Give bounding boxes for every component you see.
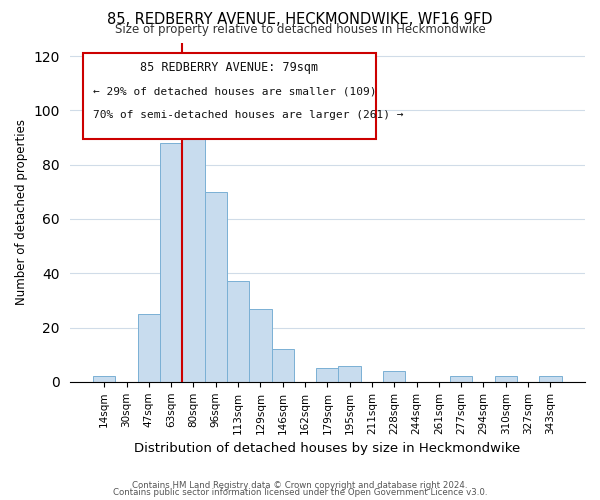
Text: 70% of semi-detached houses are larger (261) →: 70% of semi-detached houses are larger (… <box>93 110 403 120</box>
Bar <box>316 368 338 382</box>
Bar <box>272 349 294 382</box>
Bar <box>539 376 562 382</box>
Bar <box>383 371 406 382</box>
Text: Size of property relative to detached houses in Heckmondwike: Size of property relative to detached ho… <box>115 22 485 36</box>
Text: Contains HM Land Registry data © Crown copyright and database right 2024.: Contains HM Land Registry data © Crown c… <box>132 480 468 490</box>
Bar <box>249 308 272 382</box>
Bar <box>494 376 517 382</box>
Text: ← 29% of detached houses are smaller (109): ← 29% of detached houses are smaller (10… <box>93 86 376 97</box>
FancyBboxPatch shape <box>83 52 376 139</box>
Bar <box>137 314 160 382</box>
Bar <box>182 135 205 382</box>
Bar <box>160 143 182 382</box>
Bar <box>450 376 472 382</box>
Text: 85, REDBERRY AVENUE, HECKMONDWIKE, WF16 9FD: 85, REDBERRY AVENUE, HECKMONDWIKE, WF16 … <box>107 12 493 28</box>
Bar <box>227 282 249 382</box>
Y-axis label: Number of detached properties: Number of detached properties <box>15 119 28 305</box>
X-axis label: Distribution of detached houses by size in Heckmondwike: Distribution of detached houses by size … <box>134 442 520 455</box>
Bar <box>205 192 227 382</box>
Bar <box>338 366 361 382</box>
Text: Contains public sector information licensed under the Open Government Licence v3: Contains public sector information licen… <box>113 488 487 497</box>
Text: 85 REDBERRY AVENUE: 79sqm: 85 REDBERRY AVENUE: 79sqm <box>140 61 319 74</box>
Bar <box>93 376 115 382</box>
